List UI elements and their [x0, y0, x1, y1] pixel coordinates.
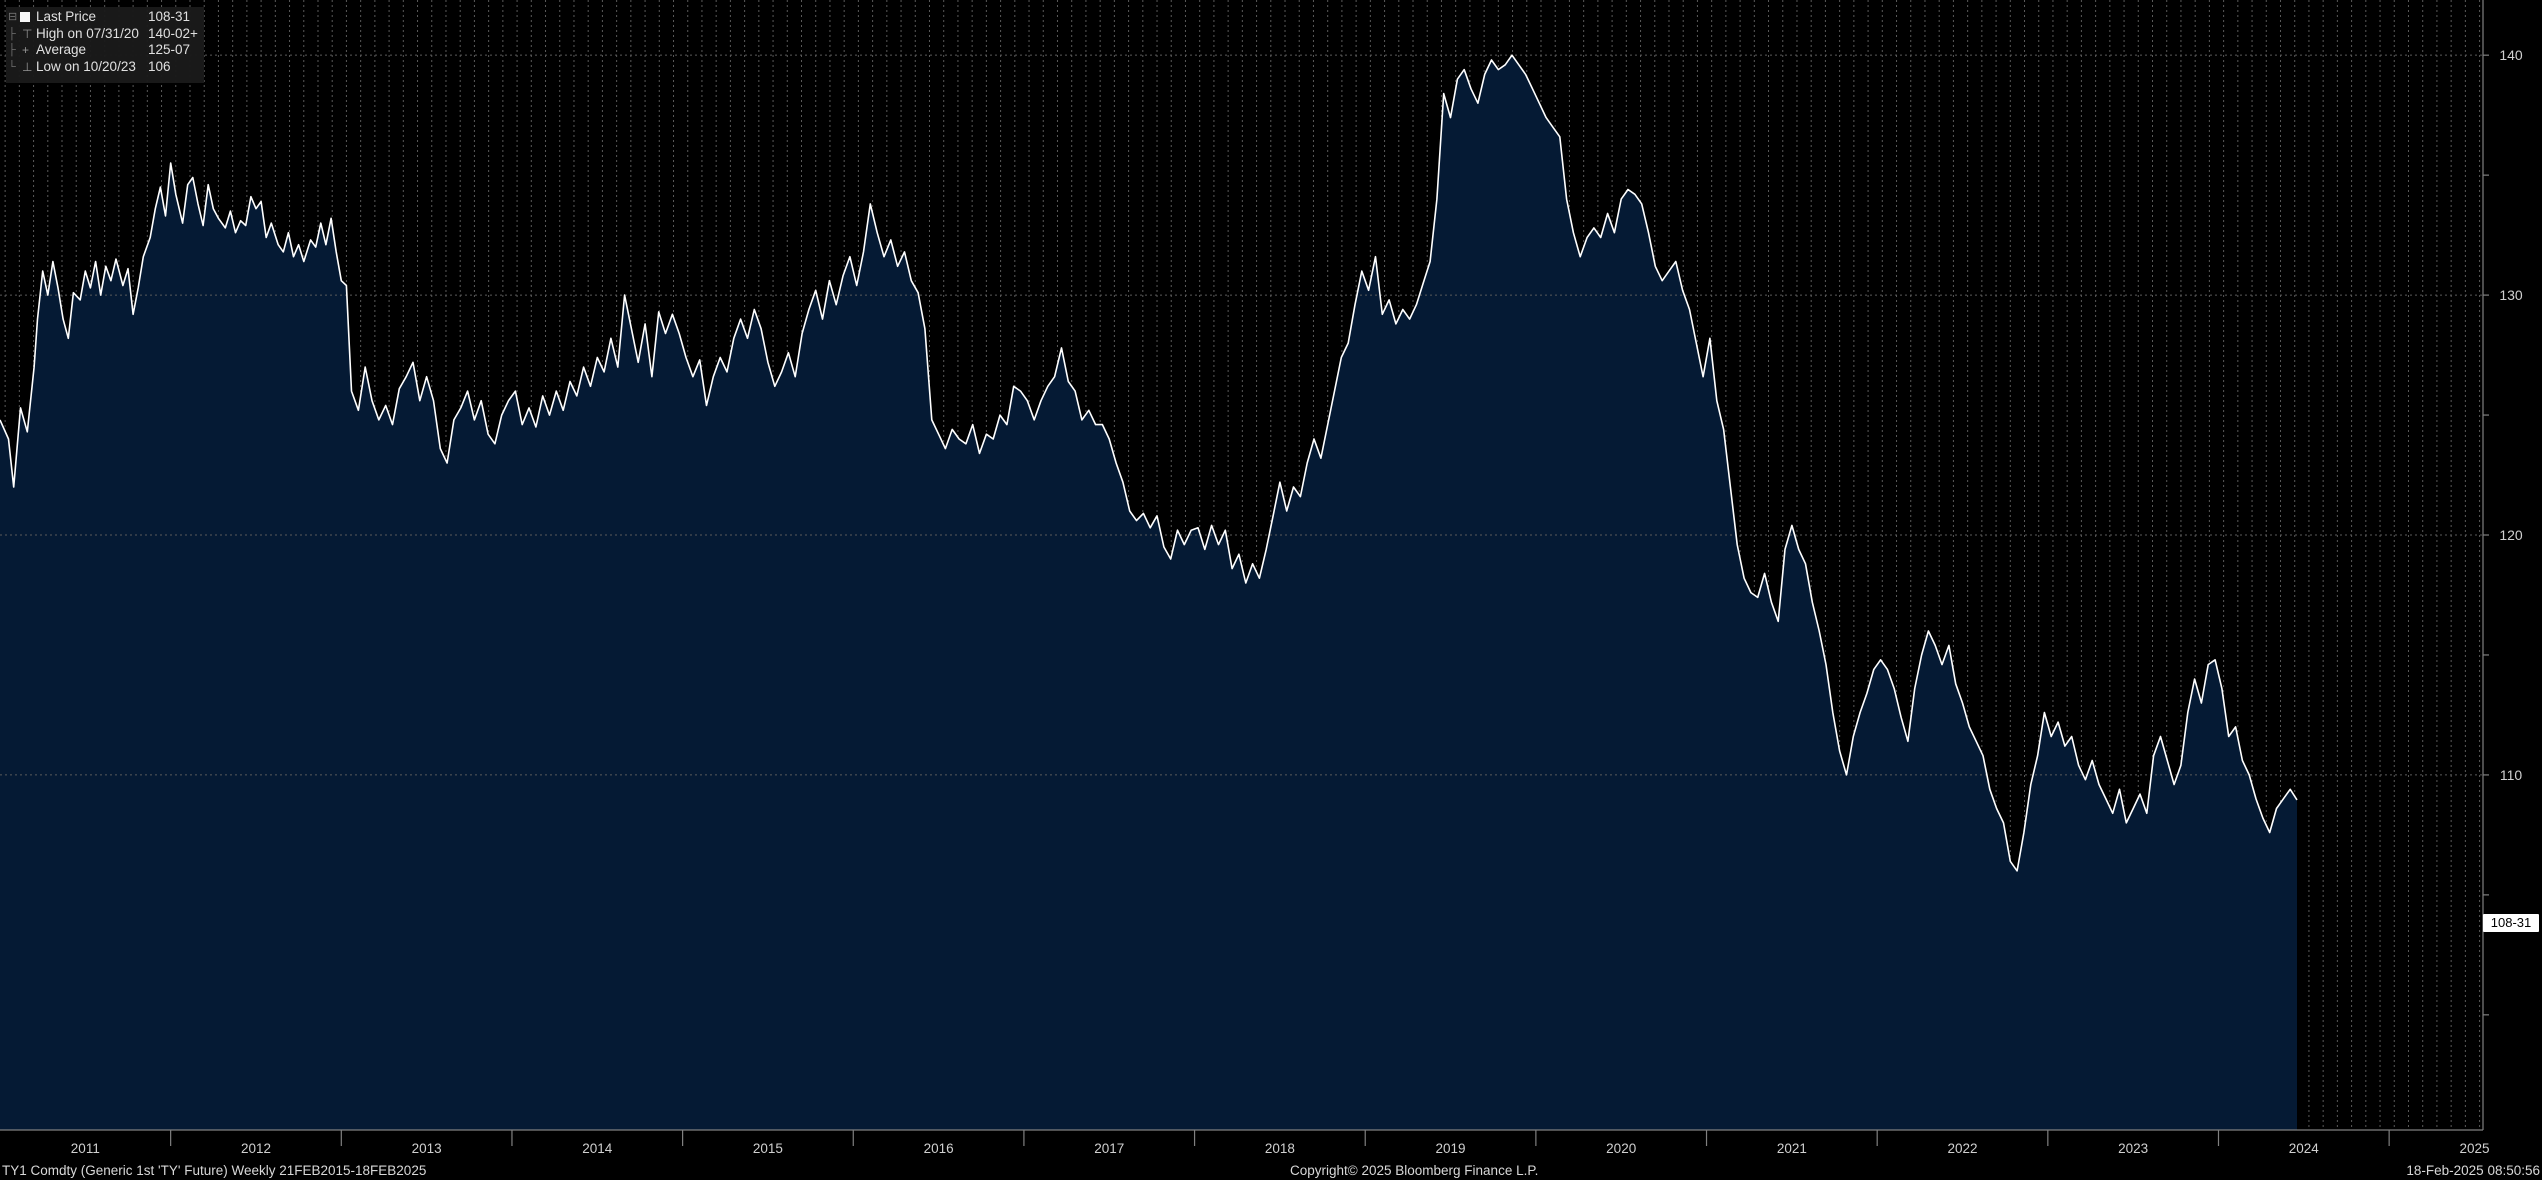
y-tick-label: 140 — [2499, 47, 2523, 63]
tree-branch-icon: ├ — [8, 44, 16, 56]
legend-row-last-price: ⊟ Last Price 108-31 — [6, 9, 204, 26]
x-tick-label: 2020 — [1606, 1141, 1636, 1156]
high-marker-icon: ⊤ — [22, 26, 33, 41]
legend-row-average: ├ + Average 125-07 — [6, 42, 204, 59]
footer-timestamp: 18-Feb-2025 08:50:56 — [2406, 1163, 2540, 1178]
last-price-badge: 108-31 — [2483, 914, 2539, 932]
tree-branch-icon: └ — [8, 60, 16, 73]
y-tick-label: 130 — [2499, 287, 2523, 303]
x-tick-label: 2021 — [1777, 1141, 1807, 1156]
square-icon — [20, 12, 30, 22]
x-tick-label: 2015 — [753, 1141, 783, 1156]
legend-value: 106 — [148, 58, 171, 74]
legend-value: 140-02+ — [148, 25, 198, 41]
legend-label: High on 07/31/20 — [36, 25, 139, 41]
x-tick-label: 2013 — [412, 1141, 442, 1156]
legend-row-low: └ ⊥ Low on 10/20/23 106 — [6, 59, 204, 76]
legend-value: 108-31 — [148, 9, 191, 24]
footer-copyright: Copyright© 2025 Bloomberg Finance L.P. — [1290, 1163, 1539, 1178]
legend-row-high: ├ ⊤ High on 07/31/20 140-02+ — [6, 26, 204, 43]
tree-branch-icon: ├ — [8, 27, 16, 40]
price-line — [0, 54, 2298, 872]
x-tick-label: 2025 — [2459, 1141, 2489, 1156]
legend-expand-icon[interactable]: ⊟ — [8, 11, 18, 23]
legend-label: Low on 10/20/23 — [36, 58, 136, 74]
legend-label: Last Price — [36, 9, 97, 24]
x-tick-label: 2023 — [2118, 1141, 2148, 1156]
x-tick-label: 2024 — [2289, 1141, 2320, 1156]
x-tick-label: 2022 — [1947, 1141, 1977, 1156]
x-tick-label: 2011 — [71, 1141, 100, 1156]
x-tick-label: 2018 — [1265, 1141, 1295, 1156]
legend-value: 125-07 — [148, 42, 191, 57]
x-tick-label: 2012 — [241, 1141, 271, 1156]
price-area-fill — [0, 55, 2297, 1131]
x-tick-label: 2017 — [1094, 1141, 1124, 1156]
y-tick-label: 110 — [2500, 767, 2523, 783]
low-marker-icon: ⊥ — [22, 59, 33, 74]
x-axis-ticks: 2011 2012 2013 2014 2015 2016 2017 2018 2019 2020… — [71, 1130, 2489, 1156]
average-marker-icon: + — [22, 43, 30, 57]
footer-security: TY1 Comdty (Generic 1st 'TY' Future) Wee… — [2, 1163, 427, 1178]
y-axis-ticks: 140 130 120 110 — [2483, 47, 2523, 1016]
legend: ⊟ Last Price 108-31 ├ ⊤ High on 07/31/20… — [6, 7, 204, 83]
legend-label: Average — [36, 42, 87, 57]
x-tick-label: 2019 — [1436, 1141, 1466, 1156]
x-tick-label: 2014 — [582, 1141, 613, 1156]
y-tick-label: 120 — [2499, 527, 2523, 543]
horizontal-gridlines — [0, 54, 2483, 776]
x-tick-label: 2016 — [924, 1141, 954, 1156]
